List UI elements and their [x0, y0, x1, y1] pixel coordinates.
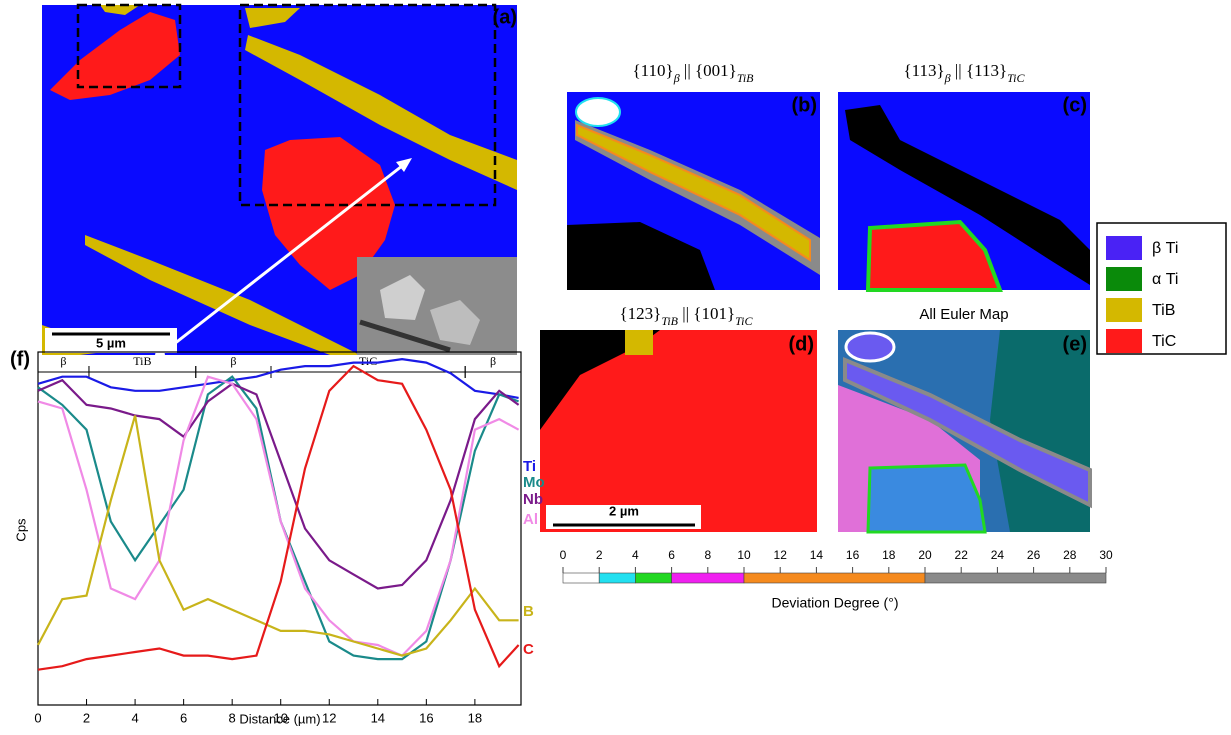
colorbar-tick-label: 24: [991, 548, 1005, 562]
scale-bar-label: 5 µm: [96, 335, 126, 350]
colorbar-tick-label: 14: [810, 548, 824, 562]
phase-label: β: [60, 354, 66, 368]
series-label: Nb: [523, 491, 543, 508]
colorbar-tick-label: 26: [1027, 548, 1041, 562]
series-label: B: [523, 603, 534, 620]
phase-label: TiB: [133, 354, 151, 368]
title-text: {113}: [903, 61, 944, 80]
title-subscript: β: [944, 71, 951, 85]
x-tick-label: 10: [273, 710, 287, 725]
phase-label: TiC: [359, 354, 377, 368]
map-region: [846, 333, 894, 361]
colorbar-tick-label: 4: [632, 548, 639, 562]
panel-label: (f): [10, 348, 30, 370]
panel-title: {123}TiB || {101}TiC: [619, 304, 753, 328]
title-text: All Euler Map: [919, 306, 1008, 323]
colorbar-tick-label: 12: [774, 548, 788, 562]
panel-title: All Euler Map: [919, 306, 1008, 323]
legend-swatch: [1106, 267, 1142, 291]
panel-c: (c) {113}β || {113}TiC: [838, 61, 1090, 290]
x-tick-label: 0: [34, 710, 41, 725]
title-subscript: β: [673, 71, 680, 85]
panel-a: 5 µm (a): [42, 5, 517, 360]
panel-label: (a): [493, 6, 517, 28]
plot-frame: [38, 352, 521, 705]
legend-swatch: [1106, 236, 1142, 260]
panel-label: (e): [1063, 333, 1087, 355]
map-region: [576, 98, 620, 126]
colorbar-tick-label: 30: [1099, 548, 1113, 562]
colorbar: Deviation Degree (°) 0246810121416182022…: [560, 548, 1113, 611]
colorbar-segment: [925, 573, 1106, 583]
legend-label: α Ti: [1152, 271, 1178, 288]
title-subscript: TiB: [661, 314, 678, 328]
title-text: || {101}: [678, 304, 735, 323]
colorbar-tick-label: 20: [918, 548, 932, 562]
x-tick-label: 14: [371, 710, 385, 725]
title-subscript: TiC: [735, 314, 753, 328]
panel-label: (d): [788, 333, 814, 355]
legend-label: TiB: [1152, 302, 1175, 319]
legend-label: β Ti: [1152, 240, 1178, 257]
x-tick-label: 12: [322, 710, 336, 725]
colorbar-segment: [599, 573, 635, 583]
colorbar-tick-label: 0: [560, 548, 567, 562]
colorbar-segment: [635, 573, 671, 583]
figure: 5 µm (a) (b) {110}β || {001}TiB (c) {113…: [0, 0, 1231, 730]
phase-label: β: [230, 354, 236, 368]
panel-label: (b): [791, 94, 817, 116]
colorbar-segment: [744, 573, 925, 583]
panel-title: {110}β || {001}TiB: [632, 61, 754, 85]
phase-label: β: [490, 354, 496, 368]
map-region: [625, 330, 653, 355]
colorbar-label: Deviation Degree (°): [772, 595, 899, 611]
legend-label: TiC: [1152, 333, 1176, 350]
title-text: {123}: [619, 304, 661, 323]
colorbar-tick-label: 22: [955, 548, 969, 562]
series-label: Ti: [523, 458, 536, 475]
colorbar-tick-label: 16: [846, 548, 860, 562]
title-subscript: TiB: [737, 71, 754, 85]
panel-b: (b) {110}β || {001}TiB: [567, 61, 820, 290]
title-text: {110}: [632, 61, 673, 80]
x-tick-label: 4: [131, 710, 138, 725]
series-label: Mo: [523, 474, 545, 491]
series-line: [38, 380, 519, 588]
colorbar-tick-label: 28: [1063, 548, 1077, 562]
series-label: C: [523, 641, 534, 658]
x-tick-label: 16: [419, 710, 433, 725]
colorbar-tick-label: 10: [737, 548, 751, 562]
sem-inset: [357, 257, 517, 355]
x-tick-label: 6: [180, 710, 187, 725]
colorbar-segment: [672, 573, 744, 583]
y-axis-label: Cps: [13, 518, 28, 542]
colorbar-tick-label: 2: [596, 548, 603, 562]
x-tick-label: 18: [468, 710, 482, 725]
panel-title: {113}β || {113}TiC: [903, 61, 1025, 85]
legend-swatch: [1106, 329, 1142, 353]
legend-swatch: [1106, 298, 1142, 322]
title-text: || {113}: [951, 61, 1008, 80]
colorbar-tick-label: 6: [668, 548, 675, 562]
colorbar-segment: [563, 573, 599, 583]
title-text: || {001}: [680, 61, 737, 80]
scale-bar-label: 2 µm: [609, 503, 639, 518]
series-line: [38, 377, 519, 659]
panel-e: (e) All Euler Map: [838, 306, 1090, 532]
panel-d: 2 µm (d) {123}TiB || {101}TiC: [540, 304, 817, 532]
colorbar-tick-label: 18: [882, 548, 896, 562]
series-label: Al: [523, 511, 538, 528]
panel-label: (c): [1063, 94, 1087, 116]
x-tick-label: 2: [83, 710, 90, 725]
map-region: [868, 465, 985, 532]
x-tick-label: 8: [229, 710, 236, 725]
series-line: [38, 416, 519, 656]
title-subscript: TiC: [1007, 71, 1025, 85]
series-line: [38, 359, 519, 398]
colorbar-tick-label: 8: [704, 548, 711, 562]
